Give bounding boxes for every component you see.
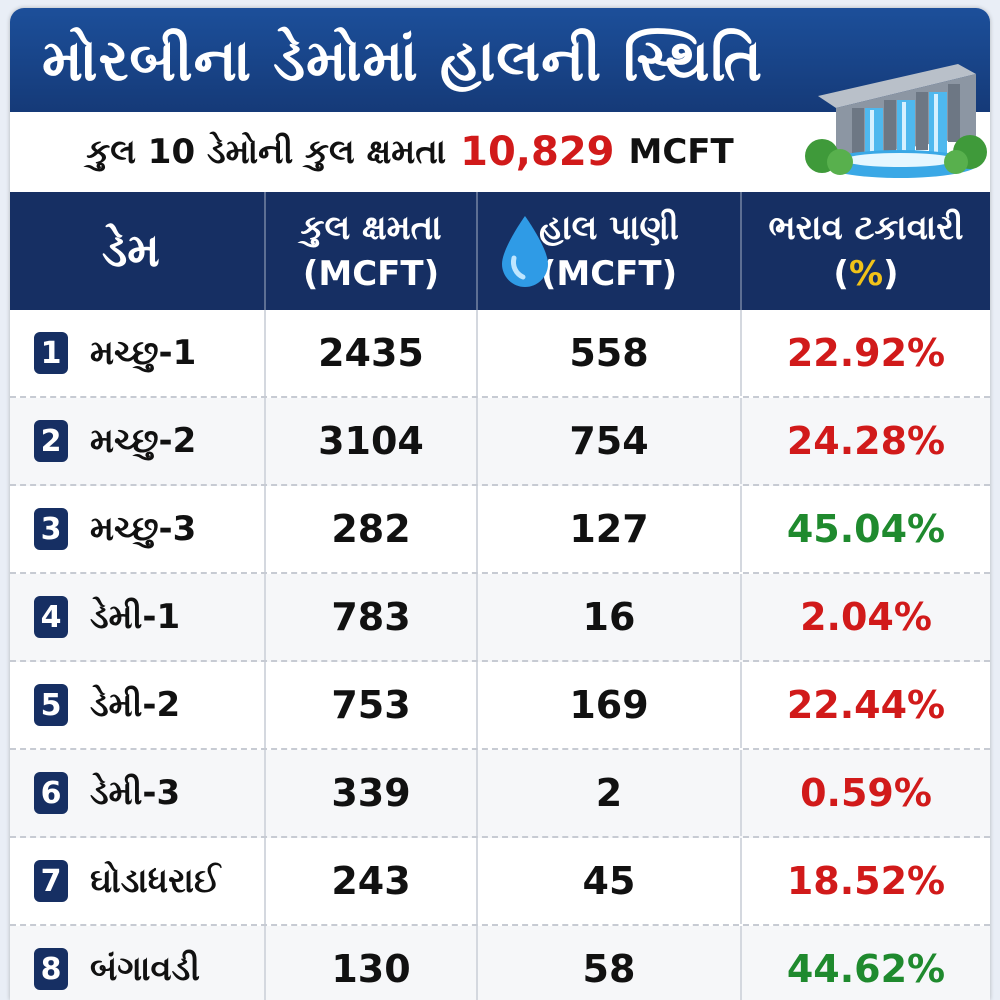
dam-name: ઘોડાધરાઈ [90, 861, 221, 901]
dam-cell: 7 ઘોડાધરાઈ [10, 838, 266, 924]
capacity-cell: 243 [266, 838, 478, 924]
current-water-cell: 45 [478, 838, 742, 924]
page-title: મોરબીના ડેમોમાં હાલની સ્થિતિ [42, 26, 764, 94]
dam-cell: 3 મચ્છુ-3 [10, 486, 266, 572]
title-bar: મોરબીના ડેમોમાં હાલની સ્થિતિ [10, 8, 990, 112]
row-number-badge: 6 [34, 772, 68, 814]
header-capacity-label: કુલ ક્ષમતા [300, 208, 442, 248]
fill-percentage-cell: 22.44% [786, 683, 946, 727]
subtitle-prefix: કુલ 10 ડેમોની કુલ ક્ષમતા [86, 132, 447, 172]
table-row: 1 મચ્છુ-1 2435 558 22.92% [10, 310, 990, 398]
current-water-cell: 558 [478, 310, 742, 396]
fill-percentage-cell: 0.59% [800, 771, 932, 815]
header-water-label: હાલ પાણી [539, 208, 679, 248]
percent-symbol: % [848, 254, 884, 294]
table-row: 4 ડેમી-1 783 16 2.04% [10, 574, 990, 662]
dam-name: બંગાવડી [90, 949, 201, 989]
dam-cell: 5 ડેમી-2 [10, 662, 266, 748]
header-water-unit: (MCFT) [540, 254, 678, 294]
dam-name: ડેમી-2 [90, 685, 181, 725]
table-body: 1 મચ્છુ-1 2435 558 22.92% 2 મચ્છુ-2 3104 7… [10, 310, 990, 1000]
capacity-cell: 3104 [266, 398, 478, 484]
row-number-badge: 3 [34, 508, 68, 550]
dam-cell: 2 મચ્છુ-2 [10, 398, 266, 484]
table-row: 5 ડેમી-2 753 169 22.44% [10, 662, 990, 750]
dam-waterfall-icon [805, 64, 987, 178]
dam-cell: 1 મચ્છુ-1 [10, 310, 266, 396]
row-number-badge: 8 [34, 948, 68, 990]
table-header: ડેમ કુલ ક્ષમતા (MCFT) હાલ પાણી (MCFT) ભર… [10, 192, 990, 310]
current-water-cell: 127 [478, 486, 742, 572]
row-number-badge: 2 [34, 420, 68, 462]
header-current-water: હાલ પાણી (MCFT) [478, 192, 742, 310]
infographic-card: મોરબીના ડેમોમાં હાલની સ્થિતિ કુલ 10 ડેમો… [10, 8, 990, 1000]
current-water-cell: 58 [478, 926, 742, 1000]
dam-name: મચ્છુ-2 [90, 421, 197, 461]
water-drop-icon [502, 216, 548, 287]
total-capacity-unit: MCFT [628, 132, 734, 172]
table-row: 3 મચ્છુ-3 282 127 45.04% [10, 486, 990, 574]
total-capacity-line: કુલ 10 ડેમોની કુલ ક્ષમતા 10,829 MCFT [10, 112, 810, 192]
row-number-badge: 7 [34, 860, 68, 902]
capacity-cell: 783 [266, 574, 478, 660]
dam-name: મચ્છુ-3 [90, 509, 197, 549]
current-water-cell: 169 [478, 662, 742, 748]
row-number-badge: 4 [34, 596, 68, 638]
table-row: 8 બંગાવડી 130 58 44.62% [10, 926, 990, 1000]
dam-name: ડેમી-3 [90, 773, 181, 813]
row-number-badge: 5 [34, 684, 68, 726]
row-number-badge: 1 [34, 332, 68, 374]
header-capacity-unit: (MCFT) [302, 254, 440, 294]
header-dam: ડેમ [10, 192, 266, 310]
header-pct-label: ભરાવ ટકાવારી [768, 208, 964, 248]
header-fill-percentage: ભરાવ ટકાવારી (%) [742, 192, 990, 310]
fill-percentage-cell: 18.52% [786, 859, 946, 903]
fill-percentage-cell: 22.92% [786, 331, 946, 375]
dam-cell: 6 ડેમી-3 [10, 750, 266, 836]
table-row: 7 ઘોડાધરાઈ 243 45 18.52% [10, 838, 990, 926]
header-capacity: કુલ ક્ષમતા (MCFT) [266, 192, 478, 310]
fill-percentage-cell: 45.04% [786, 507, 946, 551]
capacity-cell: 2435 [266, 310, 478, 396]
capacity-cell: 130 [266, 926, 478, 1000]
current-water-cell: 754 [478, 398, 742, 484]
dam-name: ડેમી-1 [90, 597, 181, 637]
current-water-cell: 2 [478, 750, 742, 836]
dam-cell: 8 બંગાવડી [10, 926, 266, 1000]
fill-percentage-cell: 44.62% [786, 947, 946, 991]
table-row: 6 ડેમી-3 339 2 0.59% [10, 750, 990, 838]
dam-cell: 4 ડેમી-1 [10, 574, 266, 660]
table-row: 2 મચ્છુ-2 3104 754 24.28% [10, 398, 990, 486]
current-water-cell: 16 [478, 574, 742, 660]
capacity-cell: 339 [266, 750, 478, 836]
fill-percentage-cell: 24.28% [786, 419, 946, 463]
header-pct-unit: (%) [833, 254, 899, 294]
capacity-cell: 282 [266, 486, 478, 572]
total-capacity-value: 10,829 [460, 129, 615, 175]
fill-percentage-cell: 2.04% [800, 595, 932, 639]
capacity-cell: 753 [266, 662, 478, 748]
dam-name: મચ્છુ-1 [90, 333, 197, 373]
